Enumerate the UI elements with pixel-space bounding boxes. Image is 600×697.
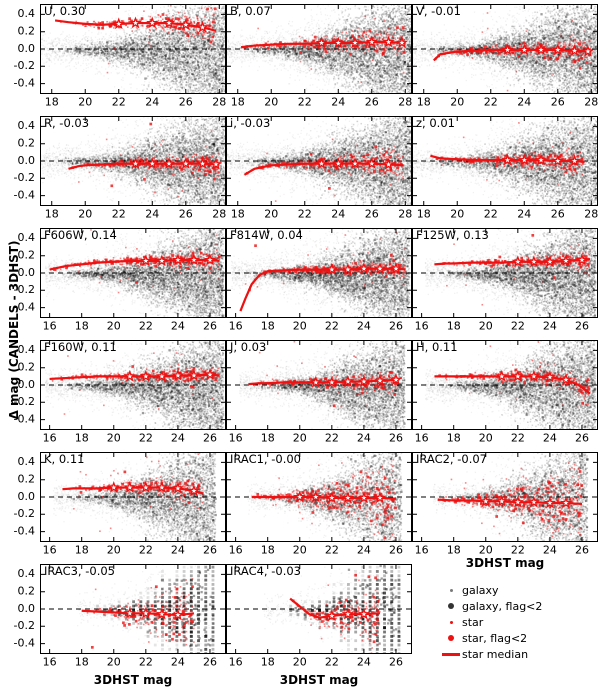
legend-item-star-flag: star, flag<2 <box>440 630 542 646</box>
x-axis-label-bottom-center: 3DHST mag <box>279 673 359 687</box>
legend-item-galaxy-flag: galaxy, flag<2 <box>440 598 542 614</box>
legend-item-galaxy: galaxy <box>440 582 542 598</box>
legend-label-star: star <box>462 615 484 629</box>
galaxy-flag-dot-icon <box>448 603 454 609</box>
legend-item-star: star <box>440 614 542 630</box>
legend: galaxy galaxy, flag<2 star star, flag<2 … <box>440 582 542 662</box>
star-flag-dot-icon <box>448 635 454 641</box>
x-axis-label-bottom-left: 3DHST mag <box>93 673 173 687</box>
legend-label-star-flag: star, flag<2 <box>462 631 528 645</box>
legend-label-star-median: star median <box>462 647 529 661</box>
legend-item-star-median: star median <box>440 646 542 662</box>
star-dot-icon <box>449 620 453 624</box>
median-line-icon <box>442 652 460 656</box>
legend-label-galaxy: galaxy <box>462 583 499 597</box>
x-axis-label-right: 3DHST mag <box>465 556 545 570</box>
y-axis-label: Δ mag (CANDELS - 3DHST) <box>7 240 21 420</box>
legend-label-galaxy-flag: galaxy, flag<2 <box>462 599 543 613</box>
galaxy-dot-icon <box>449 588 453 592</box>
